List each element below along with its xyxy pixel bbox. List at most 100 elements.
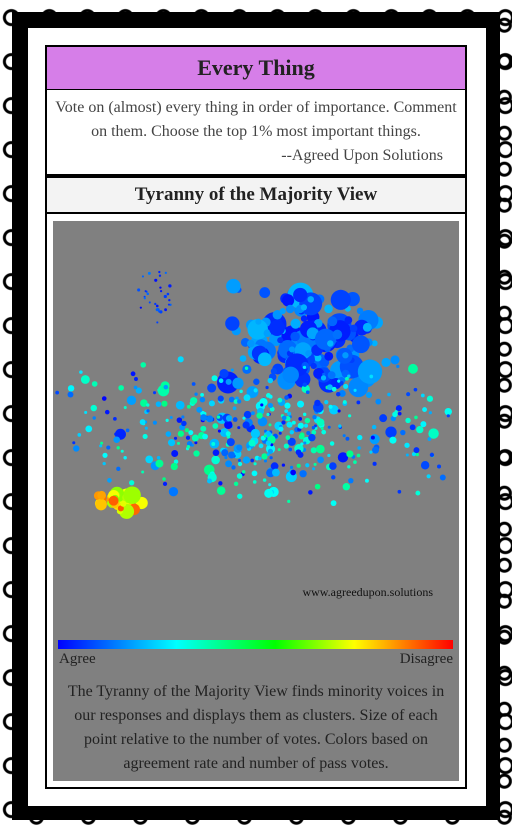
dot (156, 321, 159, 324)
dot (118, 385, 124, 391)
dot (228, 451, 236, 459)
dot (117, 505, 124, 512)
dot (164, 271, 167, 274)
dot (353, 460, 357, 464)
dot (346, 450, 354, 458)
dot (144, 290, 147, 293)
dot (298, 433, 305, 440)
dot (308, 490, 313, 495)
dot (303, 423, 309, 428)
dot (217, 395, 224, 402)
dot (335, 391, 341, 397)
dot (290, 331, 300, 342)
dot (314, 354, 322, 362)
dot (369, 434, 380, 445)
dot (233, 399, 239, 404)
dot (266, 412, 270, 417)
dot (145, 455, 154, 464)
dot (342, 434, 346, 438)
dot (258, 443, 264, 449)
dot (225, 415, 233, 422)
dot (266, 452, 270, 456)
dot (365, 391, 373, 399)
dot (329, 462, 337, 470)
dot (107, 478, 112, 483)
dot (267, 448, 274, 454)
attribution: --Agreed Upon Solutions (281, 147, 443, 164)
dot (154, 278, 158, 282)
dot (290, 318, 301, 329)
dot (194, 441, 198, 445)
dot (206, 478, 213, 484)
dot (162, 481, 168, 487)
dot (389, 436, 397, 444)
dot (251, 470, 258, 477)
dot (343, 383, 349, 389)
dot (314, 328, 337, 351)
dot (239, 355, 247, 362)
dot (155, 401, 162, 407)
dot (99, 444, 103, 448)
dot (439, 474, 446, 481)
dot (357, 359, 383, 384)
dot (357, 446, 361, 450)
dot (191, 382, 196, 386)
dot (281, 463, 286, 467)
dot (306, 430, 311, 436)
dot (345, 436, 350, 441)
dot (327, 371, 336, 380)
dot (337, 379, 341, 383)
dot (100, 441, 104, 445)
dot (396, 364, 400, 369)
dot (237, 399, 242, 404)
dot (353, 388, 357, 392)
dot (55, 390, 60, 395)
dot (348, 377, 369, 398)
dot (381, 357, 391, 367)
dot (218, 378, 224, 384)
dot (237, 493, 243, 499)
dot (236, 473, 243, 479)
dot (300, 315, 308, 322)
dot (194, 392, 198, 396)
dot (344, 316, 353, 325)
dot (324, 351, 334, 361)
dot (141, 275, 145, 278)
dot (265, 440, 272, 446)
dot (327, 340, 334, 347)
dot (329, 441, 335, 446)
dot (405, 417, 411, 424)
dot (225, 460, 233, 468)
dot (295, 449, 302, 456)
dot (277, 337, 284, 344)
dot (313, 462, 317, 466)
dot (243, 410, 252, 419)
dot (288, 346, 296, 353)
dot (218, 481, 223, 486)
dot (211, 442, 216, 446)
dot (170, 462, 178, 471)
dot (330, 289, 351, 310)
dot (281, 420, 286, 425)
dot (160, 290, 163, 293)
dot (324, 304, 333, 314)
dot (387, 392, 391, 397)
intro-text: Vote on (almost) every thing in order of… (55, 99, 457, 140)
dot (159, 310, 163, 314)
dot (167, 439, 176, 447)
dot (173, 436, 178, 440)
dot (342, 483, 351, 491)
dot (332, 329, 343, 340)
dot (126, 395, 137, 405)
dot (420, 393, 425, 398)
dot (181, 420, 187, 427)
dot (308, 433, 316, 442)
dot (316, 444, 325, 454)
dot (270, 462, 279, 471)
dot (369, 374, 374, 379)
legend-high: Disagree (399, 651, 453, 667)
dot (141, 470, 145, 474)
dot (120, 500, 127, 507)
dot (95, 498, 107, 511)
dot (330, 500, 337, 507)
